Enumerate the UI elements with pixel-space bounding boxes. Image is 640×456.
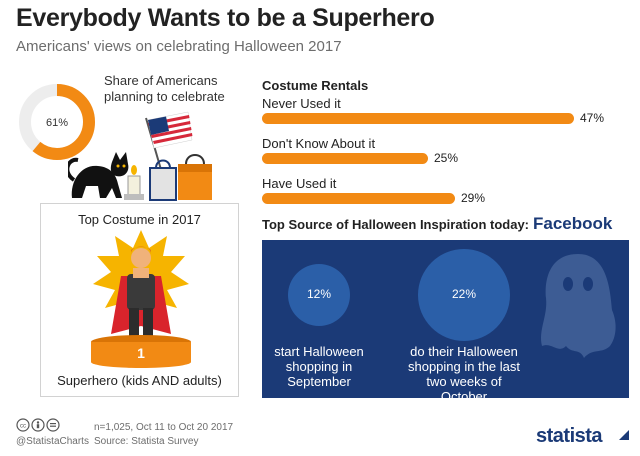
podium-rank: 1	[137, 345, 145, 361]
top-costume-card: Top Costume in 2017 1 Superhero (kids AN…	[40, 203, 239, 397]
share-text-line1: Share of Americans	[104, 73, 218, 88]
celebrate-donut-chart: 61%	[19, 84, 95, 160]
october-caption: do their Halloween shopping in the last …	[402, 344, 526, 404]
winner-podium-icon: 1	[91, 335, 191, 368]
cc-license-icon: cc	[16, 418, 30, 432]
inspiration-source: Facebook	[533, 214, 613, 233]
shopping-bag-icon	[149, 159, 177, 201]
september-caption-line3: September	[287, 374, 351, 389]
rentals-bar-chart: Never Used it 47% Don't Know About it 25% Ha…	[262, 96, 632, 208]
attribution-icon	[31, 418, 45, 432]
donut-value-arc	[19, 84, 95, 160]
page-title: Everybody Wants to be a Superhero	[16, 4, 435, 32]
statista-handle: @StatistaCharts	[16, 436, 89, 447]
rental-bar-value: 47%	[580, 111, 605, 125]
orange-bag-icon	[178, 154, 212, 200]
share-description: Share of Americans planning to celebrate	[104, 73, 254, 105]
costume-card-title: Top Costume in 2017	[78, 212, 201, 227]
rentals-title: Costume Rentals	[262, 78, 369, 93]
rental-bar	[262, 113, 574, 124]
october-share-value: 22%	[451, 287, 477, 301]
september-caption-line2: shopping in	[285, 359, 353, 374]
september-share-value: 12%	[306, 287, 332, 301]
october-caption-line2: shopping in the last	[407, 359, 521, 374]
superhero-figure-icon	[111, 246, 171, 336]
rental-bar-label: Never Used it	[262, 96, 341, 111]
candle-icon	[124, 165, 144, 200]
superhero-illustration: 1	[91, 230, 191, 368]
september-share-circle: 12%	[288, 264, 350, 326]
no-derivatives-icon	[46, 418, 60, 432]
svg-text:cc: cc	[20, 424, 26, 430]
rental-bar-label: Have Used it	[262, 176, 337, 191]
source-note: Source: Statista Survey	[94, 436, 199, 447]
rental-bar-value: 25%	[434, 151, 459, 165]
sample-note: n=1,025, Oct 11 to Oct 20 2017	[94, 422, 234, 433]
rental-bar	[262, 193, 455, 204]
october-caption-line1: do their Halloween	[410, 344, 518, 359]
page-subtitle: Americans' views on celebrating Hallowee…	[16, 38, 342, 55]
rental-bar-label: Don't Know About it	[262, 136, 376, 151]
donut-value-label: 61%	[46, 117, 68, 129]
october-share-circle: 22%	[418, 249, 510, 341]
statista-logo-icon	[619, 430, 629, 440]
october-caption-line3: two weeks of October	[426, 374, 502, 404]
rental-bar	[262, 153, 428, 164]
inspiration-label: Top Source of Halloween Inspiration toda…	[262, 217, 530, 232]
license-icons: cc	[16, 418, 60, 432]
us-flag-icon	[145, 111, 193, 181]
black-cat-icon	[68, 152, 129, 198]
top-costume-name: Superhero (kids AND adults)	[57, 373, 222, 388]
inspiration-line: Top Source of Halloween Inspiration toda…	[262, 214, 612, 234]
rental-bar-value: 29%	[461, 191, 486, 205]
september-caption: start Halloween shopping in September	[264, 344, 374, 389]
share-text-line2: planning to celebrate	[104, 89, 225, 104]
shopping-timing-panel: 12% start Halloween shopping in Septembe…	[262, 240, 629, 404]
ghost-icon	[541, 254, 616, 358]
statista-logo: statista	[536, 425, 603, 447]
halloween-illustration	[68, 111, 212, 201]
september-caption-line1: start Halloween	[274, 344, 364, 359]
